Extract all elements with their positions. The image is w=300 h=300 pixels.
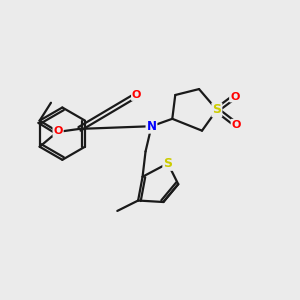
Text: O: O xyxy=(230,92,239,101)
Text: N: N xyxy=(146,120,157,133)
Text: S: S xyxy=(212,103,221,116)
Text: S: S xyxy=(163,157,172,170)
Text: O: O xyxy=(53,126,63,136)
Text: O: O xyxy=(132,90,141,100)
Text: O: O xyxy=(232,120,241,130)
